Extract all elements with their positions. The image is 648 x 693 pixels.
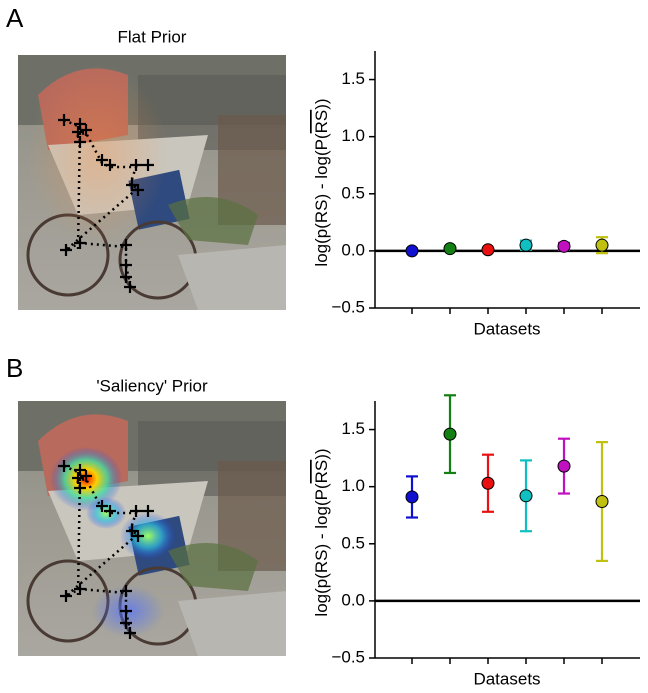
- point: [443, 427, 457, 441]
- y-axis-label-part: log(p(RS) - log(P(: [312, 133, 331, 267]
- x-axis-label: Datasets: [473, 319, 540, 338]
- point: [405, 490, 419, 504]
- point: [519, 489, 533, 503]
- point: [595, 495, 609, 509]
- point: [405, 244, 419, 258]
- y-tick-label: 1.0: [341, 476, 365, 495]
- image: [16, 399, 288, 658]
- point: [557, 239, 571, 253]
- y-tick-label: 0.5: [341, 533, 365, 552]
- x-axis-label: Datasets: [473, 669, 540, 688]
- point: [595, 238, 609, 252]
- panel-label: A: [6, 3, 24, 33]
- y-tick-label: −0.5: [331, 297, 365, 316]
- y-axis-label: log(p(RS) - log(P(RS)): [312, 448, 331, 616]
- y-axis-label-part: )): [312, 448, 331, 459]
- y-tick-label: −0.5: [331, 647, 365, 666]
- y-tick-label: 1.5: [341, 419, 365, 438]
- y-tick-label: 0.0: [341, 590, 365, 609]
- y-axis-label-part: log(p(RS) - log(P(: [312, 483, 331, 617]
- y-axis-label-part: RS: [312, 110, 331, 134]
- y-axis-label-part: )): [312, 98, 331, 109]
- point: [443, 242, 457, 256]
- image-title: 'Saliency' Prior: [96, 376, 208, 395]
- image-title: Flat Prior: [118, 27, 187, 46]
- y-tick-label: 0.0: [341, 240, 365, 259]
- y-axis-label: log(p(RS) - log(P(RS)): [312, 98, 331, 266]
- y-tick-label: 0.5: [341, 183, 365, 202]
- point: [519, 238, 533, 252]
- panel-label: B: [6, 353, 23, 383]
- image: [16, 53, 288, 312]
- y-axis-label-part: RS: [312, 460, 331, 484]
- y-tick-label: 1.0: [341, 126, 365, 145]
- point: [481, 476, 495, 490]
- point: [481, 243, 495, 257]
- y-tick-label: 1.5: [341, 69, 365, 88]
- point: [557, 459, 571, 473]
